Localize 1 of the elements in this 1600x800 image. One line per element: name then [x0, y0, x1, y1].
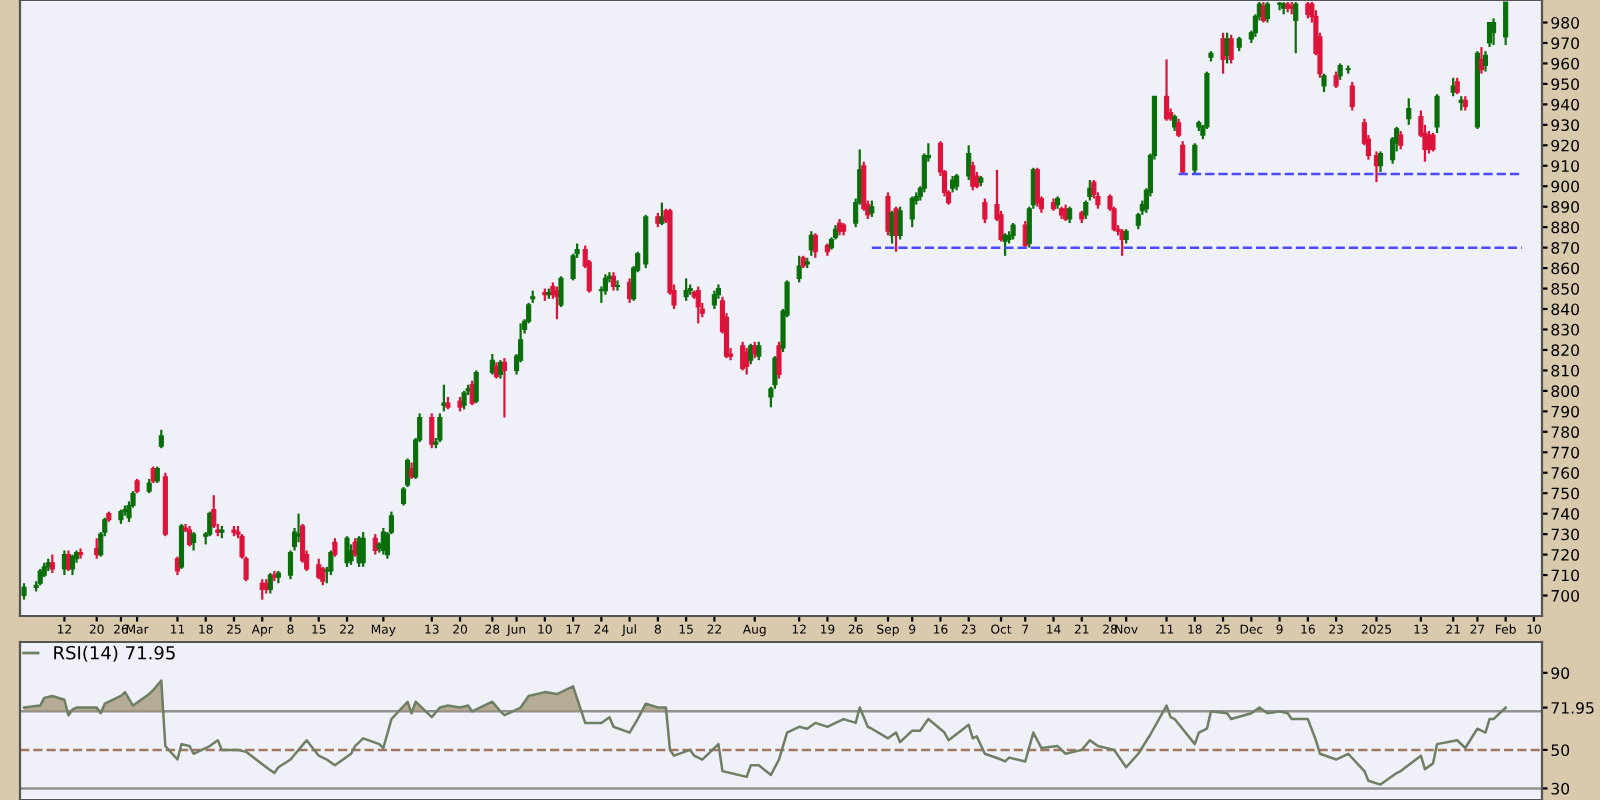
legend-label: RSI(14) 71.95: [54, 645, 175, 662]
